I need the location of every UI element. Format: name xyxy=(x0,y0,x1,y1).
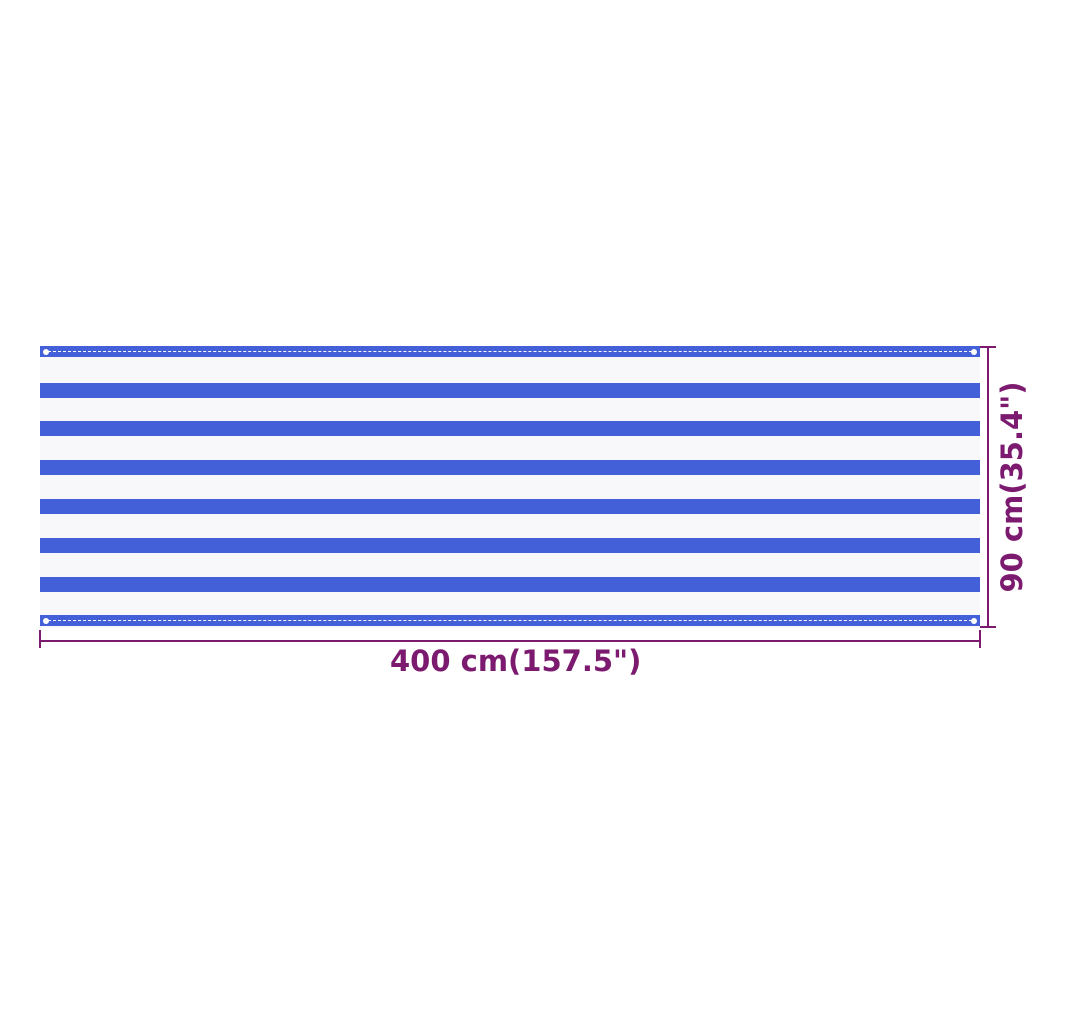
width-label: 400 cm(157.5") xyxy=(390,644,642,678)
stitching xyxy=(48,351,972,352)
width-dimension-line xyxy=(40,640,980,642)
grommet xyxy=(43,349,49,355)
grommet xyxy=(971,618,977,624)
striped-balcony-screen xyxy=(40,346,980,628)
height-tick-bottom xyxy=(980,626,996,628)
bottom-hem xyxy=(40,615,980,626)
height-dimension-line xyxy=(987,346,989,628)
grommet xyxy=(971,349,977,355)
blue-stripe xyxy=(40,460,980,475)
blue-stripe xyxy=(40,538,980,553)
top-hem xyxy=(40,346,980,357)
blue-stripe xyxy=(40,421,980,436)
height-label: 90 cm(35.4") xyxy=(995,381,1029,593)
stitching xyxy=(48,620,972,621)
blue-stripe xyxy=(40,383,980,398)
width-tick-left xyxy=(39,630,41,648)
height-tick-top xyxy=(980,346,996,348)
blue-stripe xyxy=(40,499,980,514)
width-tick-right xyxy=(979,630,981,648)
blue-stripe xyxy=(40,577,980,592)
grommet xyxy=(43,618,49,624)
